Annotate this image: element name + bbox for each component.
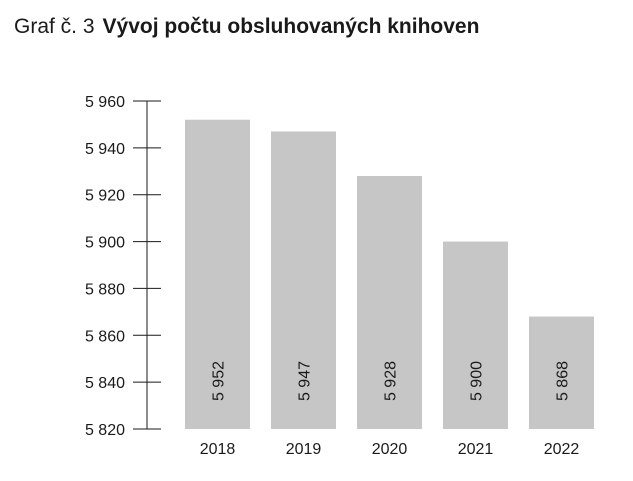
y-tick-label: 5 840 [85,375,125,392]
x-tick-label: 2019 [286,441,322,458]
bar-2022 [529,316,594,429]
x-tick-label: 2021 [458,441,494,458]
y-tick-label: 5 880 [85,281,125,298]
y-tick-label: 5 820 [85,422,125,439]
bar-value-label: 5 868 [555,361,572,401]
bar-2019 [271,131,336,429]
bar-value-label: 5 928 [383,361,400,401]
bar-value-label: 5 947 [297,361,314,401]
y-tick-label: 5 920 [85,188,125,205]
y-tick-label: 5 900 [85,235,125,252]
x-tick-label: 2018 [200,441,236,458]
y-tick-label: 5 960 [85,94,125,111]
bars: 5 952 5 947 5 928 5 900 5 868 [185,119,594,429]
bar-value-label: 5 952 [211,361,228,401]
chart-number-label: Graf č. 3 [14,15,95,38]
x-tick-label: 2022 [544,441,580,458]
x-tick-label: 2020 [372,441,408,458]
bar-2021 [443,241,508,429]
y-tick-label: 5 940 [85,141,125,158]
chart-header: Graf č. 3 Vývoj počtu obsluhovaných kniho… [14,15,479,39]
bar-2018 [185,119,250,429]
x-axis-labels: 2018 2019 2020 2021 2022 [200,441,580,458]
y-tick-label: 5 860 [85,328,125,345]
chart-title: Vývoj počtu obsluhovaných knihoven [102,15,480,38]
bar-value-label: 5 900 [469,361,486,401]
bar-2020 [357,175,422,429]
y-axis: 5 820 5 840 5 860 5 880 5 900 5 920 5 940 5 960 [85,94,161,439]
